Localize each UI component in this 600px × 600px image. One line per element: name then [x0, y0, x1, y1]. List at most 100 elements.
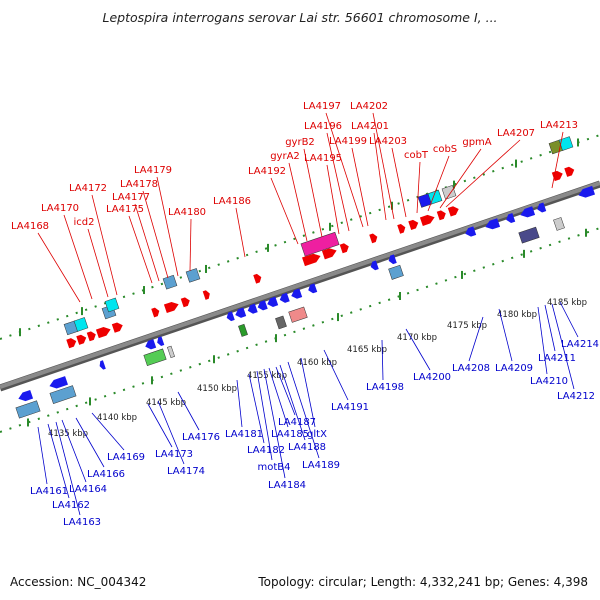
reverse-gene-label[interactable]: LA4174: [167, 466, 205, 477]
forward-gene-label[interactable]: gpmA: [462, 137, 491, 148]
forward-gene-label[interactable]: cobT: [404, 150, 429, 161]
reverse-gene[interactable]: [519, 206, 536, 219]
reverse-gene-label[interactable]: LA4176: [182, 432, 220, 443]
forward-gene-label[interactable]: LA4170: [41, 203, 79, 214]
feature-box[interactable]: [15, 400, 41, 419]
reverse-gene-label[interactable]: LA4210: [530, 376, 568, 387]
reverse-gene-label[interactable]: LA4188: [288, 442, 326, 453]
forward-gene-label[interactable]: LA4168: [11, 221, 49, 232]
forward-gene-label[interactable]: LA4178: [120, 179, 158, 190]
forward-gene[interactable]: [66, 337, 77, 349]
feature-box[interactable]: [558, 136, 574, 151]
reverse-gene[interactable]: [246, 303, 258, 315]
forward-gene[interactable]: [180, 296, 191, 308]
forward-gene-label[interactable]: LA4197: [303, 101, 341, 112]
reverse-gene[interactable]: [256, 300, 268, 311]
feature-box[interactable]: [238, 323, 248, 337]
reverse-gene[interactable]: [387, 254, 397, 265]
forward-gene-label[interactable]: cobS: [433, 144, 457, 155]
reverse-gene-label[interactable]: LA4212: [557, 391, 595, 402]
feature-box[interactable]: [143, 348, 167, 367]
reverse-gene-label[interactable]: LA4164: [69, 484, 107, 495]
feature-box[interactable]: [441, 185, 457, 200]
forward-gene-label[interactable]: LA4203: [369, 136, 407, 147]
forward-gene-label[interactable]: gyrA2: [270, 151, 300, 162]
reverse-gene[interactable]: [505, 213, 516, 224]
reverse-gene-label[interactable]: LA4163: [63, 517, 101, 528]
reverse-gene[interactable]: [484, 218, 501, 231]
reverse-gene-label[interactable]: LA4211: [538, 353, 576, 364]
forward-gene[interactable]: [76, 333, 87, 345]
reverse-gene-label[interactable]: LA4162: [52, 500, 90, 511]
feature-box[interactable]: [288, 306, 308, 323]
reverse-gene-label[interactable]: LA4187: [278, 417, 316, 428]
reverse-gene[interactable]: [156, 336, 165, 346]
forward-gene[interactable]: [95, 325, 112, 339]
forward-gene[interactable]: [151, 307, 161, 318]
forward-gene[interactable]: [419, 213, 436, 226]
reverse-gene-label[interactable]: LA4191: [331, 402, 369, 413]
reverse-gene-label[interactable]: LA4200: [413, 372, 451, 383]
reverse-gene[interactable]: [290, 288, 303, 300]
forward-gene[interactable]: [163, 300, 180, 314]
forward-gene[interactable]: [447, 205, 460, 217]
forward-gene-label[interactable]: LA4180: [168, 207, 206, 218]
reverse-gene[interactable]: [307, 283, 318, 294]
forward-gene[interactable]: [321, 246, 338, 260]
reverse-gene-label[interactable]: LA4209: [495, 363, 533, 374]
forward-gene[interactable]: [202, 289, 212, 300]
reverse-gene-label[interactable]: LA4198: [366, 382, 404, 393]
reverse-gene-label[interactable]: LA4169: [107, 452, 145, 463]
reverse-gene[interactable]: [48, 376, 68, 390]
forward-gene-label[interactable]: LA4201: [351, 121, 389, 132]
forward-gene[interactable]: [436, 209, 447, 221]
forward-gene[interactable]: [302, 252, 322, 267]
reverse-gene-label[interactable]: LA4184: [268, 480, 306, 491]
reverse-gene[interactable]: [278, 292, 290, 304]
forward-gene-label[interactable]: LA4195: [304, 153, 342, 164]
reverse-gene-label[interactable]: LA4166: [87, 469, 125, 480]
feature-box[interactable]: [553, 217, 565, 231]
feature-box[interactable]: [185, 268, 201, 283]
reverse-gene-label[interactable]: LA4185: [271, 429, 309, 440]
reverse-gene[interactable]: [369, 260, 379, 271]
reverse-gene[interactable]: [577, 185, 596, 200]
forward-gene[interactable]: [408, 219, 419, 230]
reverse-gene[interactable]: [225, 311, 235, 322]
forward-gene[interactable]: [111, 321, 124, 333]
reverse-gene-label[interactable]: motB4: [257, 462, 290, 473]
feature-box[interactable]: [275, 315, 287, 330]
forward-gene-label[interactable]: LA4172: [69, 183, 107, 194]
reverse-gene[interactable]: [98, 360, 106, 370]
feature-box[interactable]: [104, 297, 120, 313]
reverse-gene-label[interactable]: LA4182: [247, 445, 285, 456]
forward-gene[interactable]: [369, 232, 379, 244]
reverse-gene[interactable]: [266, 296, 279, 309]
reverse-gene-label[interactable]: LA4189: [302, 460, 340, 471]
feature-box[interactable]: [73, 317, 89, 332]
reverse-gene-label[interactable]: gltX: [307, 429, 327, 440]
forward-gene-label[interactable]: gyrB2: [285, 137, 315, 148]
reverse-gene[interactable]: [234, 307, 247, 320]
forward-gene-label[interactable]: icd2: [74, 217, 95, 228]
feature-box[interactable]: [427, 189, 443, 205]
reverse-gene[interactable]: [144, 339, 157, 351]
forward-gene-label[interactable]: LA4207: [497, 128, 535, 139]
reverse-gene-label[interactable]: LA4173: [155, 449, 193, 460]
forward-gene-label[interactable]: LA4199: [329, 136, 367, 147]
reverse-gene[interactable]: [17, 389, 34, 403]
feature-box[interactable]: [162, 274, 178, 290]
reverse-gene-label[interactable]: LA4208: [452, 363, 490, 374]
forward-gene-label[interactable]: LA4179: [134, 165, 172, 176]
forward-gene[interactable]: [564, 165, 575, 177]
reverse-gene-label[interactable]: LA4214: [561, 339, 599, 350]
forward-gene-label[interactable]: LA4202: [350, 101, 388, 112]
forward-gene-label[interactable]: LA4196: [304, 121, 342, 132]
feature-box[interactable]: [167, 345, 175, 359]
forward-gene-label[interactable]: LA4177: [112, 192, 150, 203]
feature-box[interactable]: [300, 231, 340, 257]
forward-gene-label[interactable]: LA4192: [248, 166, 286, 177]
feature-box[interactable]: [49, 385, 77, 404]
reverse-gene-label[interactable]: LA4161: [30, 486, 68, 497]
forward-gene-label[interactable]: LA4175: [106, 204, 144, 215]
